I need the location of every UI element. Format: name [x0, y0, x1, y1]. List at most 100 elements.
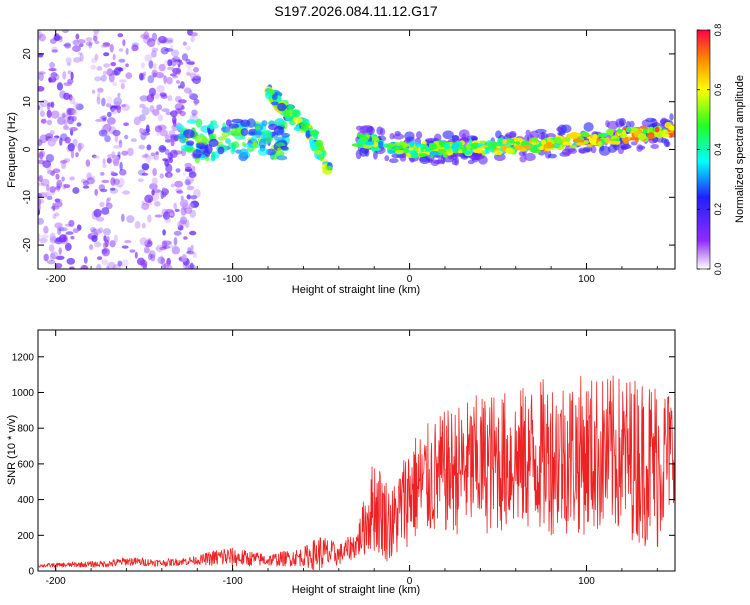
heatmap-cell	[48, 68, 57, 72]
heatmap-cell	[122, 39, 126, 47]
heatmap-cell	[156, 104, 163, 111]
heatmap-cell	[163, 37, 168, 41]
chart-title: S197.2026.084.11.12.G17	[274, 3, 437, 19]
heatmap-cell	[139, 237, 148, 246]
heatmap-cell	[69, 127, 78, 132]
heatmap-cell	[141, 154, 149, 159]
heatmap-cell	[80, 178, 87, 184]
heatmap-cell	[359, 147, 368, 157]
heatmap-cell	[38, 182, 45, 186]
heatmap-cell	[158, 145, 167, 153]
heatmap-cell	[399, 144, 404, 150]
heatmap-cell	[113, 178, 120, 185]
heatmap-cell	[139, 95, 149, 102]
heatmap-cell	[154, 92, 160, 100]
heatmap-cell	[144, 194, 154, 204]
heatmap-cell	[578, 148, 586, 154]
heatmap-cell	[55, 256, 63, 260]
heatmap-cell	[461, 133, 467, 142]
heatmap-cell	[56, 183, 61, 192]
heatmap-cell	[185, 58, 191, 64]
heatmap-cell	[194, 100, 198, 106]
heatmap-cell	[491, 144, 497, 150]
heatmap-cell	[103, 52, 110, 57]
colorbar-label: Normalized spectral amplitude	[734, 75, 746, 223]
colorbar-tick-label: 0.2	[713, 203, 723, 216]
heatmap-cell	[479, 140, 487, 144]
heatmap-cell	[193, 67, 199, 73]
heatmap-cell	[50, 101, 55, 108]
heatmap-cell	[120, 82, 125, 90]
heatmap-cell	[541, 139, 547, 145]
heatmap-cell	[586, 144, 593, 147]
heatmap-cell	[48, 244, 55, 253]
heatmap-cell	[69, 96, 76, 105]
heatmap-cell	[39, 110, 45, 117]
heatmap-cell	[190, 195, 198, 200]
heatmap-cell	[131, 42, 139, 47]
heatmap-cell	[567, 148, 578, 155]
heatmap-cell	[139, 103, 146, 109]
heatmap-cell	[38, 202, 41, 210]
heatmap-cell	[70, 149, 75, 159]
heatmap-cell	[94, 241, 102, 248]
heatmap-cell	[105, 265, 110, 269]
heatmap-cell	[560, 124, 572, 133]
heatmap-cell	[376, 126, 384, 135]
heatmap-cell	[403, 147, 409, 154]
heatmap-cell	[620, 144, 632, 150]
heatmap-cell	[58, 247, 62, 255]
heatmap-cell	[110, 170, 115, 176]
heatmap-cell	[52, 168, 61, 173]
heatmap-cell	[179, 199, 189, 208]
heatmap-cell	[178, 219, 186, 227]
heatmap-cell	[38, 198, 45, 204]
heatmap-cell	[153, 151, 159, 161]
heatmap-cell	[75, 152, 79, 158]
heatmap-cell	[110, 182, 119, 186]
heatmap-cell	[118, 58, 126, 63]
heatmap-cell	[40, 234, 49, 239]
heatmap-cell	[141, 73, 146, 80]
heatmap-cell	[124, 134, 129, 140]
heatmap-cell	[506, 138, 511, 144]
heatmap-cell	[172, 67, 181, 74]
heatmap-cell	[110, 177, 116, 186]
heatmap-cell	[175, 168, 181, 173]
heatmap-cell	[112, 129, 121, 137]
heatmap-cell	[49, 62, 55, 69]
heatmap-cell	[309, 130, 320, 136]
heatmap-cell	[161, 240, 168, 249]
heatmap-cell	[189, 72, 197, 79]
heatmap-cell	[72, 187, 80, 194]
heatmap-cell	[79, 53, 84, 62]
heatmap-cell	[94, 76, 102, 82]
heatmap-cell	[240, 128, 249, 137]
heatmap-cell	[60, 112, 69, 119]
heatmap-cell	[118, 140, 123, 148]
heatmap-cell	[68, 219, 75, 227]
heatmap-cell	[49, 252, 56, 262]
heatmap-cell	[547, 153, 557, 159]
heatmap-cell	[151, 177, 158, 185]
heatmap-cell	[184, 179, 191, 186]
heatmap-cell	[94, 40, 100, 45]
heatmap-ytick-label: 10	[22, 96, 33, 108]
heatmap-cell	[154, 201, 161, 207]
heatmap-cell	[70, 236, 75, 240]
heatmap-cell	[87, 175, 96, 180]
heatmap-cell	[120, 104, 127, 108]
heatmap-cell	[67, 116, 71, 120]
heatmap-cell	[73, 101, 79, 108]
heatmap-cell	[101, 97, 106, 107]
heatmap-cell	[109, 240, 116, 248]
heatmap-cell	[254, 129, 262, 139]
heatmap-cell	[519, 155, 527, 163]
heatmap-cell	[158, 35, 167, 44]
heatmap-cell	[606, 128, 614, 136]
heatmap-cell	[62, 71, 67, 80]
heatmap-cell	[149, 183, 158, 190]
heatmap-cell	[57, 116, 66, 125]
heatmap-cell	[139, 72, 144, 81]
